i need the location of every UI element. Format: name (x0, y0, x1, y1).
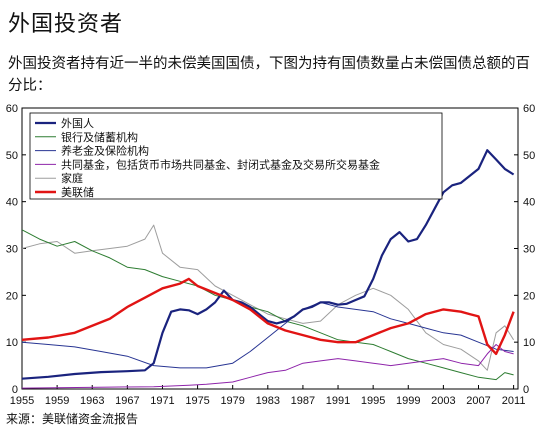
x-tick-label: 1963 (80, 395, 104, 407)
y-tick-label-right: 0 (523, 384, 529, 396)
legend-label: 养老金及保险机构 (61, 144, 149, 158)
y-tick-label-left: 0 (12, 384, 18, 396)
y-tick-label-left: 50 (6, 150, 18, 162)
y-tick-label-right: 50 (523, 150, 535, 162)
x-tick-label: 1975 (185, 395, 209, 407)
series-line (21, 344, 514, 389)
x-tick-label: 1995 (361, 395, 385, 407)
x-tick-label: 1983 (256, 395, 280, 407)
series-line (21, 229, 514, 381)
page-subtitle: 外国投资者持有近一半的未偿美国国债，下图为持有国债数量占未偿国债总额的百分比： (8, 56, 530, 94)
page-title: 外国投资者 (8, 12, 124, 37)
y-tick-label-right: 60 (523, 103, 535, 115)
x-tick-label: 1979 (220, 395, 244, 407)
x-tick-label: 1999 (396, 395, 420, 407)
legend-label: 外国人 (61, 117, 94, 130)
series-line (21, 224, 515, 371)
legend-label: 银行及储蓄机构 (61, 130, 138, 144)
y-tick-label-left: 30 (6, 244, 18, 256)
x-tick-label: 2011 (502, 395, 526, 407)
y-tick-label-right: 30 (523, 244, 535, 256)
x-tick-label: 1991 (326, 395, 350, 407)
source-note: 来源：美联储资金流报告 (6, 412, 139, 426)
y-tick-label-left: 40 (6, 197, 18, 209)
legend-label: 家庭 (61, 171, 83, 185)
x-tick-label: 1955 (10, 395, 34, 407)
x-tick-label: 2007 (466, 395, 490, 407)
legend-box (29, 112, 443, 200)
series-line (21, 277, 515, 356)
legend-label: 共同基金，包括货币市场共同基金、封闭式基金及交易所交易基金 (61, 157, 380, 171)
y-tick-label-right: 10 (523, 337, 535, 349)
y-tick-label-left: 60 (6, 103, 18, 115)
x-tick-label: 2003 (431, 395, 455, 407)
y-tick-label-left: 20 (6, 290, 18, 302)
x-tick-label: 1971 (150, 395, 174, 407)
y-tick-label-left: 10 (6, 337, 18, 349)
x-tick-label: 1959 (45, 395, 69, 407)
x-tick-label: 1987 (291, 395, 315, 407)
x-tick-label: 1967 (115, 395, 139, 407)
series-line (21, 149, 515, 380)
y-tick-label-right: 20 (523, 290, 535, 302)
legend-label: 美联储 (61, 185, 94, 199)
y-tick-label-right: 40 (523, 197, 535, 209)
